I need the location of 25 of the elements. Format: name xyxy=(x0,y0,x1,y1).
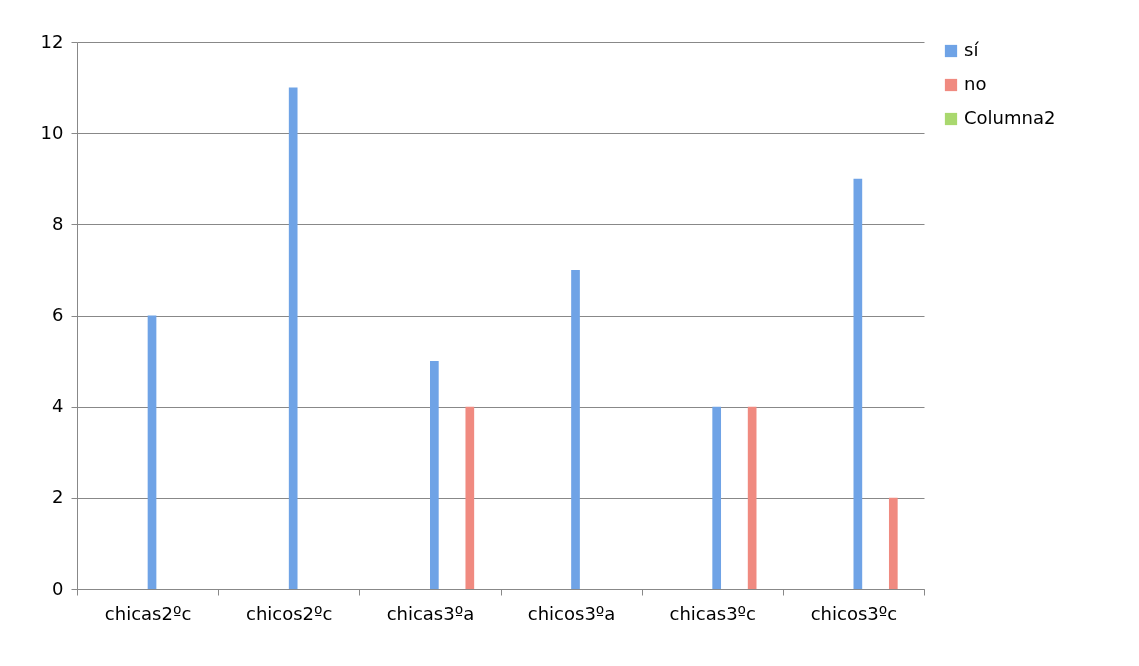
bar xyxy=(888,497,898,589)
x-tick-label: chicas3ºa xyxy=(386,602,475,624)
bar xyxy=(747,406,757,589)
legend-label: sí xyxy=(964,39,980,60)
legend-label: Columna2 xyxy=(964,107,1056,128)
x-tick-label: chicos3ºc xyxy=(810,602,898,624)
x-tick-label: chicos3ºa xyxy=(527,602,616,624)
bar xyxy=(571,269,580,589)
y-tick-label: 4 xyxy=(52,395,64,417)
x-tick-label: chicas3ºc xyxy=(669,602,756,624)
y-tick-label: 8 xyxy=(52,212,64,234)
bar xyxy=(853,178,863,589)
y-tick-label: 12 xyxy=(40,30,64,52)
y-tick-label: 10 xyxy=(40,121,64,143)
y-tick-label: 0 xyxy=(52,577,64,599)
legend-label: no xyxy=(964,73,987,94)
bar xyxy=(288,87,298,589)
bar xyxy=(465,406,475,589)
y-tick-label: 6 xyxy=(52,304,64,325)
x-tick-label: chicas2ºc xyxy=(104,602,192,624)
x-tick-label: chicos2ºc xyxy=(246,602,333,624)
bar xyxy=(147,315,157,589)
bar xyxy=(430,361,439,589)
y-tick-label: 2 xyxy=(52,486,64,508)
bar xyxy=(712,406,722,589)
